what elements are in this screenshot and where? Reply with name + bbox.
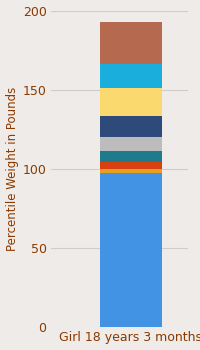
Y-axis label: Percentile Weight in Pounds: Percentile Weight in Pounds [6, 86, 19, 251]
Bar [100, 169, 162, 173]
Bar [100, 88, 162, 117]
Bar [100, 162, 162, 169]
Bar [100, 173, 162, 327]
Bar [100, 137, 162, 151]
Bar [100, 117, 162, 137]
Bar [100, 22, 162, 64]
Bar [100, 151, 162, 162]
Bar [100, 64, 162, 88]
